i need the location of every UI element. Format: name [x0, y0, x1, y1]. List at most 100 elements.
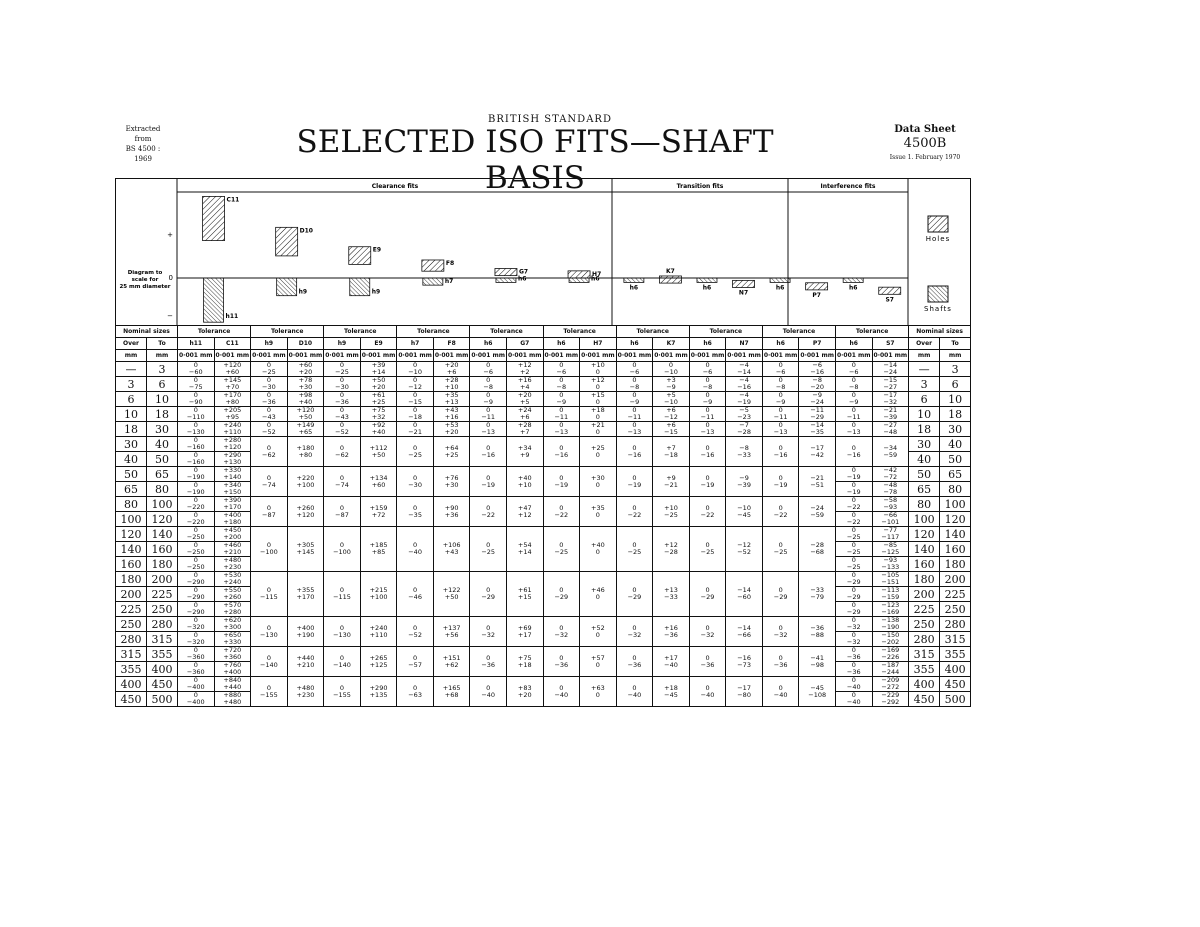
tolerance-cell: 0 −25	[688, 526, 727, 572]
tolerance-cell: 0 −400	[177, 676, 215, 692]
tolerance-cell: +60 +20	[286, 361, 325, 377]
caption: 25 mm diameter	[119, 284, 170, 290]
lower-deviation: −6	[483, 368, 493, 376]
lower-deviation: 0	[595, 593, 600, 601]
bar-label: h9	[372, 289, 380, 296]
upper-deviation: 0	[339, 376, 345, 384]
upper-deviation: 0	[193, 391, 198, 399]
tolerance-cell: +480 +230	[213, 556, 252, 572]
lower-deviation: −52	[262, 428, 276, 436]
nominal-size: 40	[115, 451, 147, 467]
nominal-size: 355	[908, 661, 941, 677]
group-label: Transition fits	[677, 183, 724, 190]
lower-deviation: −24	[883, 368, 898, 376]
lower-deviation: −25	[773, 548, 788, 556]
upper-deviation: +75	[517, 653, 532, 662]
lower-deviation: −52	[408, 630, 422, 639]
upper-deviation: −14	[737, 586, 751, 594]
upper-deviation: 0	[339, 503, 345, 512]
lower-deviation: −13	[481, 428, 496, 436]
tolerance-cell: 0 −74	[250, 466, 288, 497]
upper-deviation: +50	[371, 376, 386, 384]
tolerance-cell: 0 −8	[542, 376, 581, 392]
lower-deviation: −13	[773, 428, 788, 436]
tolerance-cell: +28 +7	[505, 421, 544, 437]
tolerance-cell: 0 −22	[542, 496, 581, 527]
tolerance-cell: 0 −190	[177, 466, 215, 482]
nominal-size: 40	[939, 436, 972, 452]
lower-deviation: −133	[881, 563, 900, 571]
lower-deviation: +210	[223, 548, 242, 556]
upper-deviation: +69	[517, 623, 532, 632]
lower-deviation: +17	[517, 630, 532, 639]
upper-deviation: −8	[739, 443, 749, 452]
lower-deviation: −29	[846, 593, 861, 601]
lower-deviation: −40	[554, 690, 569, 699]
lower-deviation: −272	[881, 683, 900, 691]
tolerance-cell: −12 −52	[725, 526, 763, 572]
tolerance-cell: 0 −11	[469, 406, 507, 422]
bar-label: h6	[849, 284, 857, 291]
nominal-size: 120	[115, 526, 147, 542]
lower-deviation: +50	[444, 593, 459, 601]
lower-deviation: +12	[517, 510, 532, 519]
header-row: Over To h11 C11 h9 D10 h9 E9 h7 F8 h6 G7 h6 H7 h6 K7 h6 N…	[115, 337, 972, 350]
header-cell: Nominal sizes	[908, 325, 972, 338]
header-cell: h6	[688, 337, 727, 350]
unit-cell: mm	[146, 349, 178, 362]
upper-deviation: 0	[778, 653, 783, 662]
bar-label: N7	[739, 290, 748, 297]
tolerance-cell: −93 −133	[871, 556, 910, 572]
header-cell: Tolerance	[542, 325, 617, 338]
upper-deviation: 0	[559, 683, 564, 692]
nominal-size: 450	[939, 676, 972, 692]
header-cell: h6	[469, 337, 507, 350]
lower-deviation: −29	[627, 593, 642, 601]
lower-deviation: −36	[554, 660, 569, 669]
header-cell: P7	[798, 337, 836, 350]
lower-deviation: +440	[223, 683, 242, 691]
upper-deviation: +20	[517, 391, 532, 399]
upper-deviation: −4	[739, 391, 749, 399]
tolerance-cell: 0 −57	[396, 646, 434, 677]
nominal-size: 315	[115, 646, 147, 662]
lower-deviation: +50	[371, 450, 386, 459]
upper-deviation: −24	[810, 503, 825, 512]
tolerance-cell: 0 −16	[688, 436, 727, 467]
upper-deviation: 0	[559, 623, 564, 632]
tolerance-cell: +78 +30	[286, 376, 325, 392]
lower-deviation: −360	[186, 668, 205, 676]
lower-deviation: −39	[883, 413, 898, 421]
bar-label: h6	[630, 284, 638, 291]
lower-deviation: 0	[595, 398, 600, 406]
tolerance-cell: −33 −79	[798, 571, 836, 617]
nominal-size: 10	[908, 406, 941, 422]
unit-cell: 0·001 mm	[359, 349, 398, 362]
shaft-bar	[623, 277, 645, 283]
lower-deviation: −29	[810, 413, 825, 421]
lower-deviation: −15	[408, 398, 422, 406]
lower-deviation: −22	[627, 510, 642, 519]
tolerance-cell: 0 −16	[615, 436, 654, 467]
tolerance-cell: 0 −36	[542, 646, 581, 677]
upper-deviation: +57	[591, 653, 605, 662]
bar-label: K7	[666, 268, 675, 275]
tolerance-cell: 0 −25	[250, 361, 288, 377]
upper-deviation: 0	[851, 376, 856, 384]
nominal-size: 65	[939, 466, 972, 482]
upper-deviation: −12	[737, 541, 751, 549]
lower-deviation: +62	[444, 660, 459, 669]
tolerance-cell: −17 −80	[725, 676, 763, 707]
lower-deviation: −36	[627, 660, 642, 669]
hole-bar	[878, 286, 902, 295]
upper-deviation: 0	[266, 503, 271, 512]
lower-deviation: +10	[444, 383, 459, 391]
upper-deviation: 0	[851, 511, 856, 519]
lower-deviation: −250	[186, 563, 205, 571]
nominal-size: 50	[115, 466, 147, 482]
tolerance-cell: 0 −19	[834, 466, 873, 482]
lower-deviation: −19	[627, 480, 642, 489]
tolerance-cell: +21 0	[579, 421, 617, 437]
tolerance-cell: +137 +56	[432, 616, 471, 647]
upper-deviation: 0	[705, 361, 710, 369]
